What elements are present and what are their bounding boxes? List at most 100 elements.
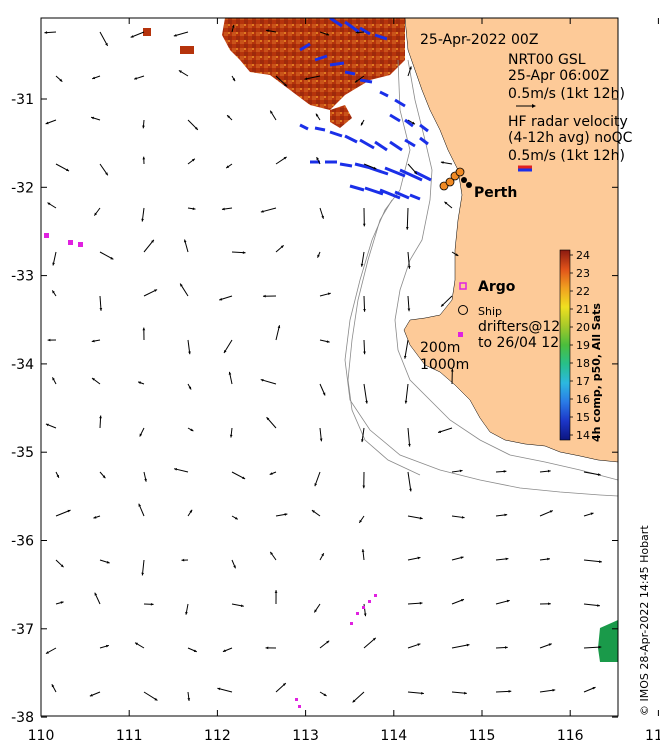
model-scale: 0.5m/s (1kt 12h): [508, 86, 625, 102]
current-vector: [363, 339, 366, 355]
current-vector: [185, 603, 189, 615]
argo-marker: [458, 332, 463, 337]
y-tick-label: -33: [11, 269, 34, 285]
radar-vector: [299, 42, 311, 52]
current-vector: [55, 601, 64, 605]
radar-vector: [374, 33, 388, 41]
argo-marker: [374, 594, 377, 597]
radar-vector: [349, 184, 365, 192]
current-vector: [495, 470, 507, 473]
current-vector: [315, 113, 321, 121]
current-vector: [228, 371, 233, 385]
current-vector: [440, 295, 453, 307]
current-vector: [99, 415, 102, 429]
current-vector: [451, 691, 467, 695]
current-vector: [143, 239, 155, 253]
current-vector: [187, 383, 192, 390]
x-tick-label: 113: [292, 728, 319, 744]
colorbar-scale: [559, 249, 571, 441]
current-vector: [451, 515, 465, 519]
current-vector: [91, 75, 101, 80]
current-vector: [44, 31, 57, 34]
radar-vector: [379, 90, 389, 98]
contour-deep: [347, 199, 421, 476]
current-vector: [319, 552, 325, 561]
contour-200m: [394, 59, 618, 481]
current-vector: [142, 156, 146, 165]
radar-vector: [414, 170, 432, 182]
current-vector: [222, 647, 233, 653]
current-vector: [217, 687, 233, 693]
current-vector: [319, 691, 327, 697]
current-vector: [181, 558, 189, 562]
argo-marker: [78, 242, 83, 247]
model-current-vectors: [44, 24, 602, 703]
current-vector: [141, 559, 145, 576]
radar-vector: [314, 54, 328, 62]
current-vector: [407, 66, 412, 77]
current-vector: [583, 603, 600, 607]
current-vector: [141, 207, 145, 222]
argo-marker: [368, 600, 371, 603]
radar-vector: [384, 166, 406, 178]
drifter-marker: [461, 177, 467, 183]
colorbar-tick-label: 17: [576, 375, 590, 388]
current-vector: [404, 383, 409, 404]
current-vector: [231, 251, 246, 254]
current-vector: [229, 427, 233, 438]
current-vector: [407, 691, 424, 695]
argo-legend-marker: [459, 282, 467, 290]
current-vector: [226, 114, 233, 121]
colorbar-tick-label: 16: [576, 393, 590, 406]
current-vector: [143, 691, 158, 701]
colorbar-tick-label: 15: [576, 411, 590, 424]
current-vector: [173, 31, 189, 37]
current-vector: [407, 251, 411, 269]
current-vector: [51, 683, 57, 693]
legend-argo: Argo: [478, 279, 516, 295]
y-tick-label: -31: [11, 92, 34, 108]
current-vector: [45, 647, 57, 655]
current-vector: [363, 637, 377, 649]
colorbar-tick-label: 14: [576, 429, 590, 442]
current-vector: [269, 551, 277, 561]
current-vector: [47, 338, 57, 342]
current-vector: [231, 471, 246, 480]
drifters-near-perth: [439, 167, 467, 191]
current-vector: [311, 509, 321, 517]
y-tick-label: -35: [11, 445, 34, 461]
depth-label-200: 200m: [420, 340, 460, 356]
current-vector: [495, 599, 510, 605]
y-tick-label: -32: [11, 180, 34, 196]
x-axis: 110 111 112 113 114 115 116 117: [28, 18, 660, 744]
radar-scale-arrow: [518, 165, 532, 172]
x-tick-label: 114: [380, 728, 407, 744]
current-vector: [539, 602, 551, 606]
current-vector: [219, 295, 233, 301]
current-vector: [99, 295, 103, 311]
radar-vector: [404, 118, 414, 128]
colorbar-tick-label: 21: [576, 303, 590, 316]
current-vector: [319, 427, 323, 442]
contour-1000m: [344, 59, 618, 497]
current-vector: [275, 244, 284, 253]
current-vector: [362, 471, 366, 489]
current-vector: [187, 339, 191, 355]
current-vector: [358, 515, 365, 524]
current-vector: [221, 207, 233, 211]
current-vector: [93, 207, 101, 216]
y-tick-label: -38: [11, 710, 34, 726]
colorbar-tick-label: 18: [576, 357, 590, 370]
radar-vector: [404, 138, 416, 148]
current-vector: [583, 686, 596, 693]
current-vector: [539, 643, 552, 649]
current-vector: [55, 163, 70, 172]
current-vector: [94, 592, 101, 605]
current-vector: [187, 691, 191, 701]
ship-legend-marker: [458, 305, 468, 315]
current-vector: [231, 515, 239, 520]
current-vector: [316, 156, 321, 165]
current-vector: [134, 642, 145, 649]
current-vector: [99, 471, 106, 479]
